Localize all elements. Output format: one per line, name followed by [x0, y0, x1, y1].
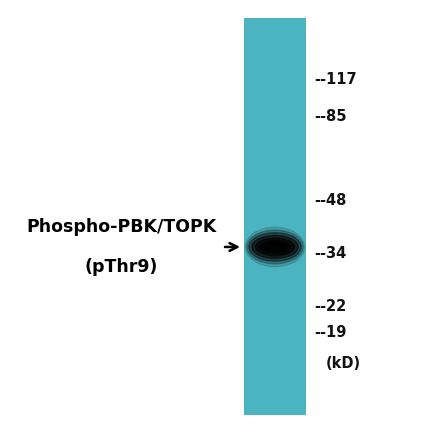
Ellipse shape: [249, 233, 301, 261]
Ellipse shape: [256, 238, 294, 256]
Ellipse shape: [246, 227, 305, 267]
Text: --117: --117: [315, 72, 357, 87]
Text: --22: --22: [315, 299, 347, 314]
Ellipse shape: [252, 235, 298, 258]
Bar: [244, 18, 306, 415]
Ellipse shape: [260, 241, 290, 253]
Ellipse shape: [247, 230, 303, 264]
Text: --34: --34: [315, 246, 347, 261]
Text: (kD): (kD): [326, 356, 361, 371]
Text: --19: --19: [315, 325, 347, 340]
Ellipse shape: [264, 243, 286, 251]
Text: --85: --85: [315, 109, 347, 124]
Text: --48: --48: [315, 193, 347, 208]
Text: Phospho-PBK/TOPK: Phospho-PBK/TOPK: [26, 218, 216, 236]
Text: (pThr9): (pThr9): [84, 258, 158, 276]
